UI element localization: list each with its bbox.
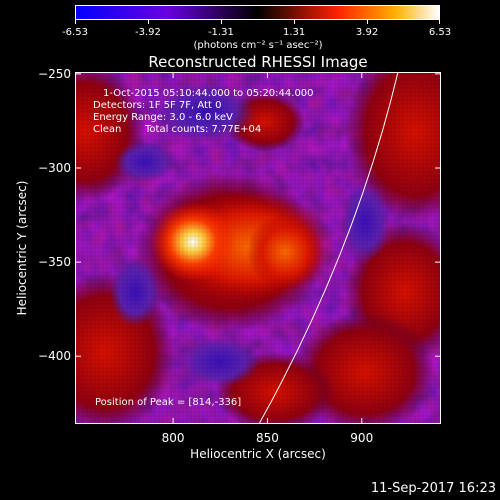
energy-range-label: Energy Range: 3.0 - 6.0 keV [93,112,233,123]
colorbar-tick-mark [220,20,222,24]
colorbar-tick-mark [75,20,76,24]
plot-title: Reconstructed RHESSI Image [148,53,368,71]
colorbar-tick-label: -6.53 [62,27,88,38]
method-label: Clean [93,124,122,135]
y-tick-label: −400 [38,349,71,364]
y-tick-label: −250 [38,66,71,81]
total-counts-label: Total counts: 7.77E+04 [145,124,262,135]
x-tick-label: 850 [255,431,279,445]
colorbar-tick-label: -3.92 [135,27,161,38]
x-axis-label: Heliocentric X (arcsec) [190,447,326,461]
colorbar-tick-mark [147,20,149,24]
colorbar-units: (photons cm⁻² s⁻¹ asec⁻²) [193,40,323,51]
y-tick-label: −350 [38,255,71,270]
y-axis-label: Heliocentric Y (arcsec) [15,180,29,316]
colorbar-tick-label: 6.53 [428,27,452,38]
colorbar-tick-label: 3.92 [355,27,379,38]
footer-timestamp: 11-Sep-2017 16:23 [370,481,496,496]
colorbar-tick-mark [294,20,296,24]
colorbar-tick-label: -1.31 [207,27,234,38]
solar-limb [258,72,399,424]
rhessi-image [75,72,441,424]
peak-position-label: Position of Peak = [814,-336] [95,397,242,408]
colorbar-tick-label: 1.31 [282,27,306,38]
colorbar-tick-mark [367,20,369,24]
x-tick-label: 900 [350,431,374,445]
x-tick-label: 800 [161,431,185,445]
y-tick-label: −300 [38,161,71,175]
colorbar-tick-mark [439,20,440,24]
colorbar [75,5,440,20]
time-range-label: 1-Oct-2015 05:10:44.000 to 05:20:44.000 [103,88,314,99]
detectors-label: Detectors: 1F 5F 7F, Att 0 [93,100,222,111]
